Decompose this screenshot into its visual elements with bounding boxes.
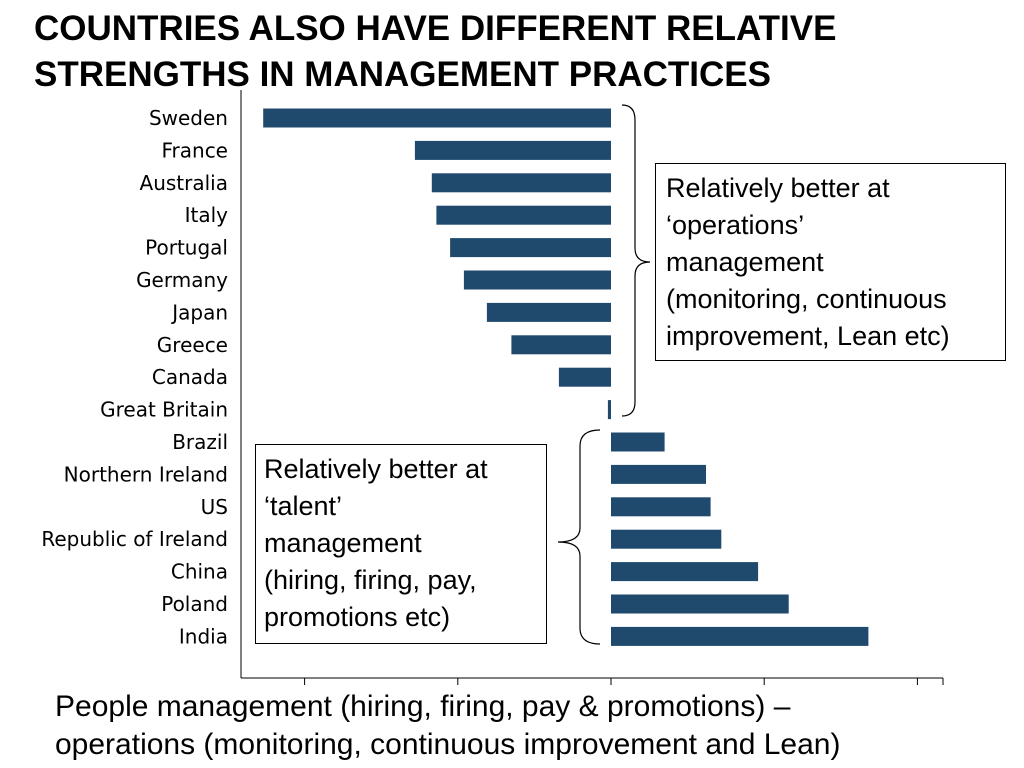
bar-india	[611, 626, 869, 646]
bar-greece	[511, 335, 611, 355]
talent-brace	[557, 429, 601, 645]
category-label: Canada	[152, 365, 228, 389]
category-label: Japan	[170, 300, 228, 324]
category-label: Greece	[157, 333, 228, 357]
category-label: Poland	[161, 592, 228, 616]
bar-portugal	[450, 238, 611, 258]
talent-annotation: Relatively better at ‘talent’ management…	[255, 444, 547, 644]
category-label: Germany	[136, 268, 228, 292]
bar-republic-of-ireland	[611, 529, 722, 549]
bar-japan	[486, 302, 611, 322]
bar-france	[414, 140, 611, 160]
bar-germany	[463, 270, 611, 290]
bar-australia	[431, 173, 611, 193]
operations-brace	[621, 104, 651, 417]
braces-group	[557, 104, 651, 645]
bars-group	[263, 108, 869, 646]
category-label: Northern Ireland	[64, 462, 228, 486]
bar-china	[611, 562, 759, 582]
category-label: India	[179, 624, 228, 648]
category-label: China	[171, 560, 228, 584]
bar-brazil	[611, 432, 665, 452]
bar-italy	[436, 205, 611, 225]
bar-poland	[611, 594, 789, 614]
category-label: Australia	[140, 171, 228, 195]
bar-us	[611, 497, 711, 517]
category-labels-group: Sweden France Australia Italy Portugal German…	[41, 106, 228, 648]
bar-sweden	[263, 108, 611, 128]
chart-title: COUNTRIES ALSO HAVE DIFFERENT RELATIVE S…	[34, 9, 837, 94]
axes-group	[240, 90, 944, 685]
x-axis-label: People management (hiring, firing, pay &…	[55, 690, 841, 761]
category-label: Portugal	[145, 236, 228, 260]
category-label: US	[201, 495, 228, 519]
category-label: Great Britain	[100, 398, 228, 422]
bar-great-britain	[607, 400, 611, 420]
category-label: Brazil	[172, 430, 228, 454]
bar-northern-ireland	[611, 464, 706, 484]
category-label: Republic of Ireland	[41, 527, 228, 551]
category-label: Sweden	[149, 106, 228, 130]
operations-annotation: Relatively better at ‘operations’ manage…	[655, 163, 1006, 361]
category-label: Italy	[185, 203, 229, 227]
category-label: France	[161, 138, 228, 162]
bar-canada	[558, 367, 611, 387]
